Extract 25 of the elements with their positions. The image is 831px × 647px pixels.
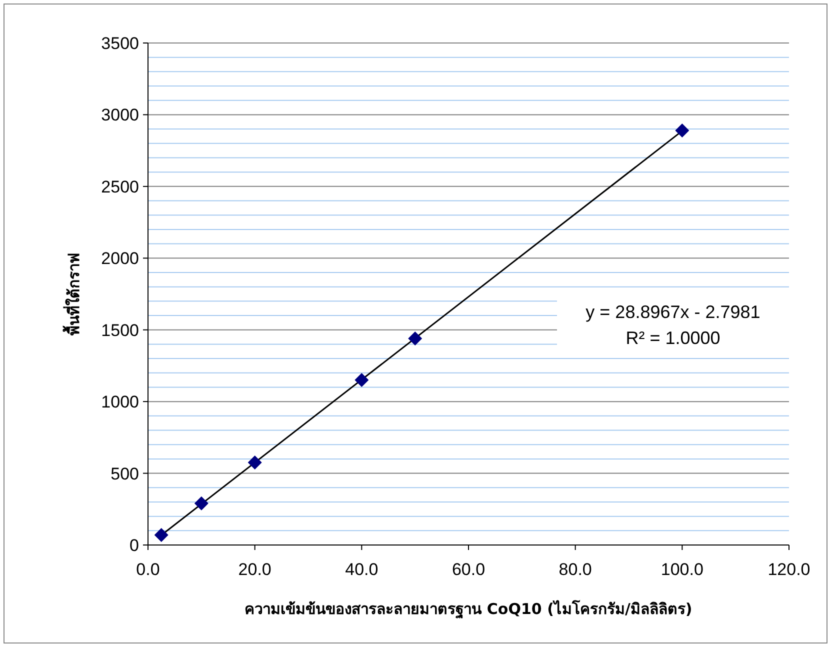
point <box>248 456 262 470</box>
x-tick-label: 20.0 <box>238 560 272 579</box>
x-tick-label: 120.0 <box>768 560 810 579</box>
x-axis-title: ความเข้มข้นของสารละลายมาตรฐาน CoQ10 (ไมโครกรัม/มิลลิลิตร) <box>244 599 692 619</box>
x-tick-label: 100.0 <box>660 560 704 579</box>
annotation: y = 28.8967x - 2.7981 <box>586 302 760 322</box>
point <box>675 123 690 138</box>
y-tick-label: 2500 <box>101 177 139 196</box>
y-tick-label: 500 <box>110 464 139 484</box>
x-tick-label: 80.0 <box>558 560 592 579</box>
x-tick-label: 60.0 <box>452 560 486 579</box>
y-axis-title: พื้นที่ใต้กราฟ <box>62 252 83 336</box>
point <box>154 528 168 542</box>
annotation: R² = 1.0000 <box>626 328 720 348</box>
y-tick-label: 1000 <box>101 392 139 412</box>
y-tick-label: 0 <box>130 536 139 555</box>
y-tick-label: 1500 <box>101 320 139 340</box>
y-tick-label: 2000 <box>101 249 139 268</box>
y-tick-label: 3500 <box>101 34 139 53</box>
y-tick-label: 3000 <box>101 106 139 125</box>
x-tick-label: 40.0 <box>345 560 378 579</box>
x-tick-label: 0.0 <box>136 560 160 579</box>
point <box>354 373 369 388</box>
point <box>408 331 422 346</box>
point <box>194 496 208 510</box>
